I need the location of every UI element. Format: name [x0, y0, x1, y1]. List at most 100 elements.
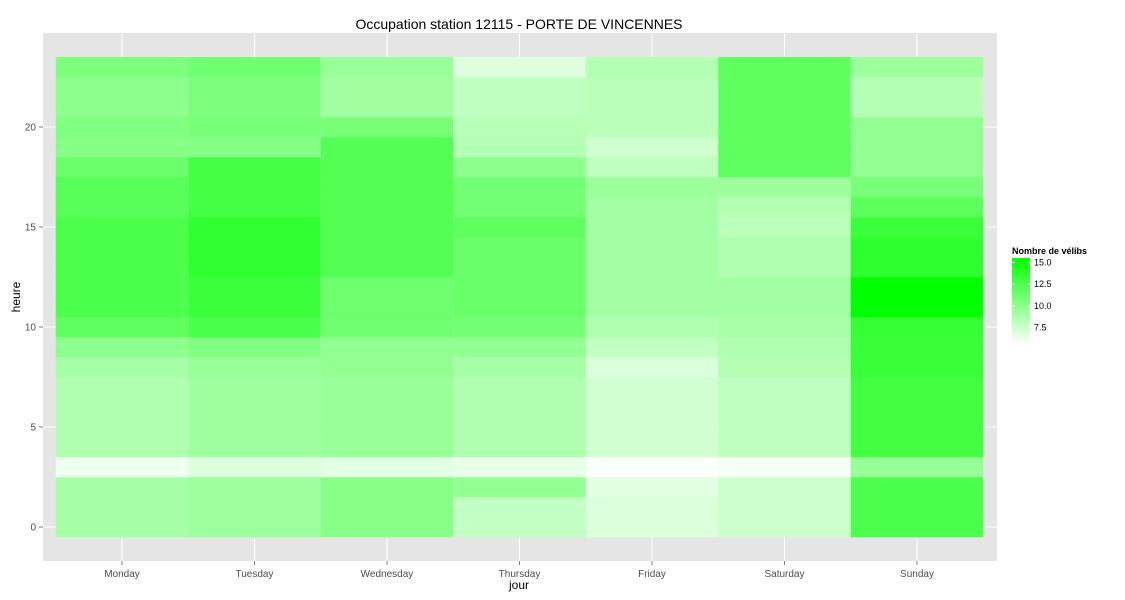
heatmap-cell-monday-11 — [55, 297, 189, 318]
heatmap-cell-wednesday-7 — [320, 377, 454, 398]
heatmap-cell-tuesday-20 — [188, 117, 321, 138]
legend-gradient-step — [1012, 290, 1030, 294]
heatmap-cell-thursday-0 — [453, 517, 586, 538]
heatmap-cell-thursday-18 — [453, 157, 586, 178]
heatmap-cell-saturday-19 — [718, 137, 851, 158]
legend-gradient-step — [1012, 268, 1030, 272]
heatmap-cell-wednesday-16 — [320, 197, 454, 218]
heatmap-cell-friday-1 — [585, 497, 719, 518]
heatmap-cell-sunday-8 — [850, 357, 984, 378]
heatmap-cell-sunday-20 — [850, 117, 984, 138]
heatmap-cell-wednesday-12 — [320, 277, 454, 298]
heatmap-cell-monday-6 — [55, 397, 189, 418]
y-tick-label-5: 5 — [30, 423, 36, 434]
heatmap-cell-tuesday-21 — [188, 97, 321, 118]
heatmap-cell-friday-18 — [585, 157, 719, 178]
heatmap-cell-wednesday-3 — [320, 457, 454, 478]
heatmap-cell-sunday-5 — [850, 417, 984, 438]
heatmap-cell-thursday-15 — [453, 217, 586, 238]
heatmap-cell-monday-17 — [55, 177, 189, 198]
heatmap-cell-sunday-17 — [850, 177, 984, 198]
legend-label-0: 15.0 — [1034, 257, 1052, 267]
heatmap-cell-thursday-13 — [453, 257, 586, 278]
chart-title: Occupation station 12115 - PORTE DE VINC… — [355, 16, 682, 32]
heatmap-cell-saturday-18 — [718, 157, 851, 178]
heatmap-cell-monday-14 — [55, 237, 189, 258]
legend-gradient-step — [1012, 281, 1030, 285]
legend-gradient-step — [1012, 336, 1030, 339]
heatmap-cell-tuesday-7 — [188, 377, 321, 398]
legend-gradient-step — [1012, 301, 1030, 305]
heatmap-cell-monday-15 — [55, 217, 189, 238]
heatmap-cell-sunday-9 — [850, 337, 984, 358]
heatmap-cell-saturday-1 — [718, 497, 851, 518]
heatmap-cell-saturday-12 — [718, 277, 851, 298]
heatmap-cell-saturday-21 — [718, 97, 851, 118]
heatmap-cell-monday-19 — [55, 137, 189, 158]
heatmap-cell-thursday-11 — [453, 297, 586, 318]
y-tick-label-20: 20 — [25, 123, 37, 134]
legend-gradient-step — [1012, 321, 1030, 324]
heatmap-cell-wednesday-17 — [320, 177, 454, 198]
heatmap-cell-monday-10 — [55, 317, 189, 338]
x-tick-label-wednesday: Wednesday — [361, 569, 414, 580]
heatmap-cell-wednesday-8 — [320, 357, 454, 378]
heatmap-cell-wednesday-1 — [320, 497, 454, 518]
heatmap-cells — [55, 57, 984, 538]
heatmap-cell-saturday-13 — [718, 257, 851, 278]
legend-gradient-step — [1012, 294, 1030, 298]
heatmap-cell-sunday-21 — [850, 97, 984, 118]
heatmap-cell-sunday-7 — [850, 377, 984, 398]
heatmap-cell-sunday-22 — [850, 77, 984, 98]
heatmap-cell-saturday-0 — [718, 517, 851, 538]
heatmap-cell-friday-2 — [585, 477, 719, 498]
heatmap-cell-tuesday-8 — [188, 357, 321, 378]
heatmap-cell-saturday-11 — [718, 297, 851, 318]
legend-label-1: 12.5 — [1034, 279, 1052, 289]
legend-gradient-step — [1012, 310, 1030, 313]
heatmap-cell-wednesday-9 — [320, 337, 454, 358]
legend-gradient-step — [1012, 299, 1030, 302]
legend-gradient-step — [1012, 327, 1030, 331]
heatmap-cell-tuesday-23 — [188, 57, 321, 78]
legend-gradient-step — [1012, 318, 1030, 322]
heatmap-cell-wednesday-2 — [320, 477, 454, 498]
heatmap-cell-tuesday-12 — [188, 277, 321, 298]
heatmap-cell-saturday-22 — [718, 77, 851, 98]
heatmap-cell-sunday-14 — [850, 237, 984, 258]
legend-gradient-step — [1012, 340, 1030, 344]
heatmap-cell-monday-20 — [55, 117, 189, 138]
heatmap-cell-tuesday-19 — [188, 137, 321, 158]
heatmap-cell-thursday-7 — [453, 377, 586, 398]
legend-gradient-step — [1012, 262, 1030, 265]
heatmap-cell-thursday-6 — [453, 397, 586, 418]
heatmap-cell-friday-22 — [585, 77, 719, 98]
legend-gradient-step — [1012, 338, 1030, 342]
y-tick-label-0: 0 — [30, 523, 36, 534]
heatmap-cell-wednesday-6 — [320, 397, 454, 418]
heatmap-cell-wednesday-13 — [320, 257, 454, 278]
heatmap-cell-thursday-21 — [453, 97, 586, 118]
heatmap-cell-thursday-5 — [453, 417, 586, 438]
heatmap-cell-tuesday-5 — [188, 417, 321, 438]
heatmap-cell-saturday-17 — [718, 177, 851, 198]
heatmap-cell-friday-9 — [585, 337, 719, 358]
heatmap-cell-friday-20 — [585, 117, 719, 138]
heatmap-cell-monday-18 — [55, 157, 189, 178]
heatmap-cell-sunday-15 — [850, 217, 984, 238]
heatmap-cell-thursday-2 — [453, 477, 586, 498]
heatmap-cell-monday-8 — [55, 357, 189, 378]
heatmap-cell-monday-1 — [55, 497, 189, 518]
heatmap-cell-thursday-8 — [453, 357, 586, 378]
heatmap-cell-sunday-1 — [850, 497, 984, 518]
legend-gradient-step — [1012, 264, 1030, 268]
heatmap-cell-monday-12 — [55, 277, 189, 298]
heatmap-cell-tuesday-6 — [188, 397, 321, 418]
heatmap-cell-thursday-20 — [453, 117, 586, 138]
heatmap-cell-saturday-15 — [718, 217, 851, 238]
legend-gradient-step — [1012, 273, 1030, 276]
heatmap-cell-saturday-10 — [718, 317, 851, 338]
heatmap-cell-wednesday-0 — [320, 517, 454, 538]
heatmap-cell-friday-23 — [585, 57, 719, 78]
heatmap-cell-monday-3 — [55, 457, 189, 478]
